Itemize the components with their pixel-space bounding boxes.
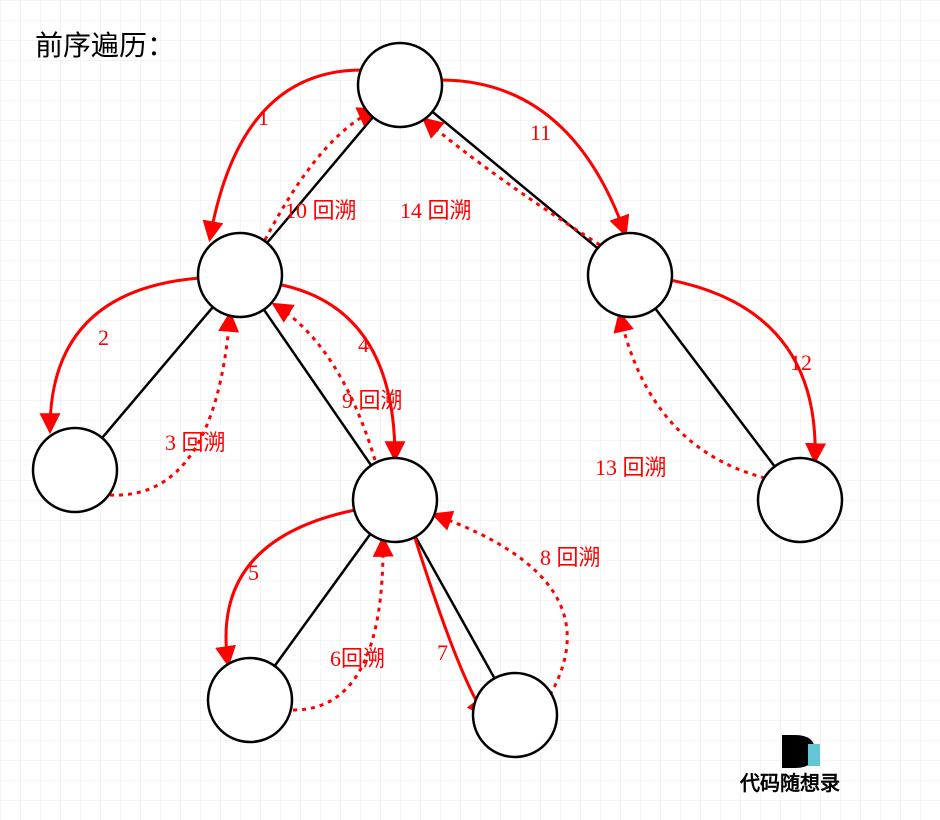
tree-node	[473, 673, 557, 757]
step-label: 1	[258, 105, 269, 130]
step-label: 2	[98, 325, 109, 350]
tree-node	[33, 428, 117, 512]
tree-node	[758, 458, 842, 542]
step-label: 6回溯	[330, 646, 385, 671]
diagram-canvas: 前序遍历： 1245711123 回溯6回溯8 回溯9 回溯10 回溯13 回溯…	[0, 0, 940, 820]
step-label: 14 回溯	[400, 198, 472, 223]
tree-node	[198, 233, 282, 317]
watermark-text: 代码随想录	[739, 771, 840, 795]
step-label: 11	[530, 120, 551, 145]
tree-node	[588, 233, 672, 317]
tree-node	[208, 658, 292, 742]
grid	[0, 0, 940, 820]
step-label: 8 回溯	[540, 545, 601, 570]
step-label: 4	[358, 332, 369, 357]
step-label: 9 回溯	[342, 388, 403, 413]
page-title: 前序遍历：	[35, 30, 175, 62]
step-label: 13 回溯	[595, 455, 667, 480]
tree-node	[353, 458, 437, 542]
tree-node	[358, 43, 442, 127]
step-label: 3 回溯	[165, 430, 226, 455]
step-label: 10 回溯	[285, 198, 357, 223]
step-label: 7	[437, 640, 448, 665]
step-label: 12	[790, 350, 812, 375]
step-label: 5	[248, 560, 259, 585]
